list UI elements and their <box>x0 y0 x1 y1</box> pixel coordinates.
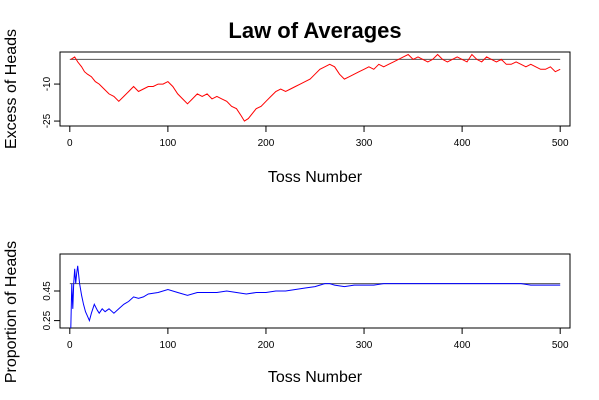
x-tick-label-0: 0 <box>67 138 73 149</box>
panel-proportion-heads: Toss Number Proportion of Heads 0 100 200 3… <box>3 241 571 386</box>
x-tick-label-200: 200 <box>258 340 275 351</box>
series-line-0 <box>70 265 561 329</box>
x-tick-label-500: 500 <box>552 340 569 351</box>
plot-area-top <box>69 53 561 122</box>
x-tick-label-100: 100 <box>160 138 177 149</box>
series-line-0 <box>70 53 561 122</box>
y-tick-label-0.25: 0.25 <box>42 310 53 330</box>
x-tick-label-500: 500 <box>552 138 569 149</box>
y-tick-label--25: -25 <box>42 113 53 128</box>
axes-top: 0 100 200 300 400 500 -25 -10 <box>42 76 569 149</box>
x-tick-label-300: 300 <box>356 138 373 149</box>
x-tick-label-100: 100 <box>160 340 177 351</box>
x-tick-label-300: 300 <box>356 340 373 351</box>
plot-frame-bottom <box>59 253 571 329</box>
y-axis-label-bottom: Proportion of Heads <box>3 241 20 383</box>
x-axis-label-bottom: Toss Number <box>268 369 363 386</box>
x-axis-label-top: Toss Number <box>268 169 363 186</box>
y-tick-label--10: -10 <box>42 76 53 91</box>
x-tick-label-0: 0 <box>67 340 73 351</box>
panel-excess-heads: Toss Number Excess of Heads 0 100 200 300 40… <box>3 29 571 186</box>
x-tick-label-400: 400 <box>454 138 471 149</box>
y-axis-label-top: Excess of Heads <box>3 29 20 149</box>
x-tick-label-200: 200 <box>258 138 275 149</box>
y-tick-label-0.45: 0.45 <box>42 281 53 301</box>
plot-area-bottom <box>69 265 561 329</box>
plot-frame-top <box>59 51 571 127</box>
axes-bottom: 0 100 200 300 400 500 0.25 0.45 <box>42 281 569 351</box>
chart-title: Law of Averages <box>228 18 401 43</box>
x-tick-label-400: 400 <box>454 340 471 351</box>
